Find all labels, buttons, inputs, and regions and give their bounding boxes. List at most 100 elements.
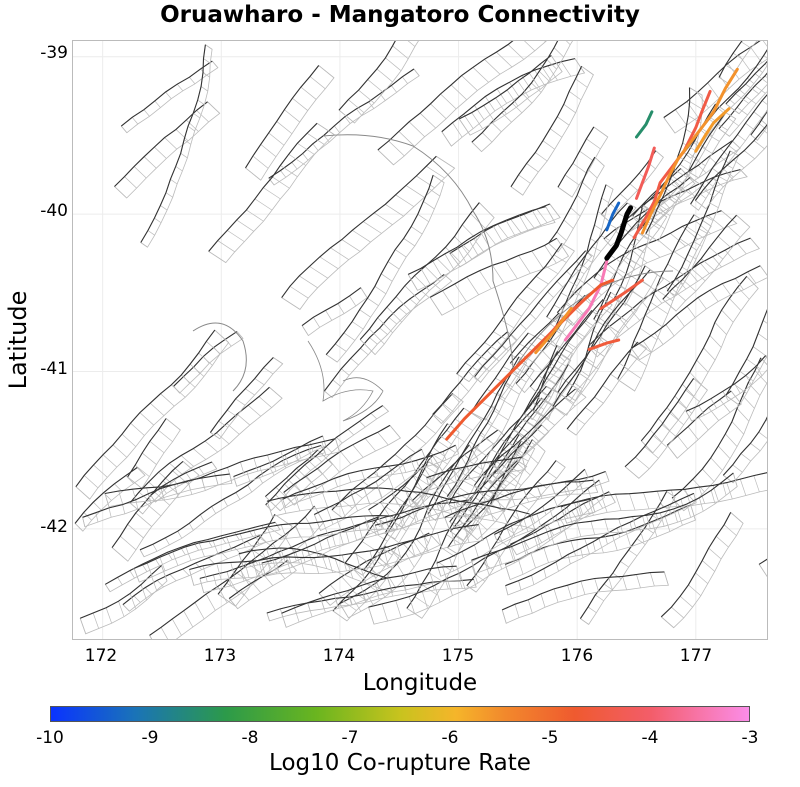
fault-patch-edge <box>617 268 631 277</box>
fault-trace <box>105 521 276 585</box>
fault-patch-edge <box>240 461 245 476</box>
fault-patch-edge <box>631 249 648 264</box>
fault-patch-edge <box>532 410 549 420</box>
fault-patch-edge <box>483 562 494 571</box>
fault-patch-edge <box>170 179 178 185</box>
fault-network <box>74 41 767 639</box>
fault-patch-edge <box>608 491 616 503</box>
fault-patch-edge <box>398 307 407 315</box>
fault-patch-edge <box>545 265 559 275</box>
fault-patch-edge <box>686 101 699 118</box>
fault-patch-edge <box>586 138 601 150</box>
fault-patch-edge <box>301 325 309 336</box>
fault-patch-edge <box>584 538 590 554</box>
fault-patch-edge <box>199 514 205 522</box>
fault-patch-edge <box>636 222 649 231</box>
fault-patch-edge <box>403 543 415 556</box>
fault-trace <box>640 276 748 442</box>
fault-patch <box>301 287 368 337</box>
fault-patch-edge <box>669 412 684 425</box>
fault-patch-edge <box>233 476 238 487</box>
fault-patch-edge <box>581 65 594 76</box>
fault-patch-edge <box>261 525 267 534</box>
fault-trace <box>266 487 530 515</box>
fault-patch-edge <box>377 487 384 504</box>
fault-patch-edge <box>679 595 693 608</box>
fault-patch-edge <box>722 168 734 178</box>
fault-patch-edge <box>474 485 486 494</box>
fault-patch-edge <box>553 254 567 263</box>
fault-trace <box>318 532 430 594</box>
fault-patch-edge <box>725 395 740 406</box>
fault-patch-edge <box>162 480 180 495</box>
fault-patch <box>501 571 669 624</box>
fault-patch-edge <box>636 538 646 545</box>
fault-patch-edge <box>574 58 585 74</box>
fault-patch-edge <box>329 584 342 597</box>
fault-patch-edge <box>608 577 613 591</box>
fault-patch-edge <box>385 516 390 532</box>
fault-patch-edge <box>758 564 767 577</box>
fault-patch-edge <box>348 596 353 606</box>
fault-patch-edge <box>461 472 477 483</box>
fault-patch-edge <box>493 410 509 421</box>
fault-patch-edge <box>194 602 205 620</box>
fault-patch-edge <box>731 140 741 149</box>
fault-trace <box>411 429 499 502</box>
fault-patch-edge <box>575 268 585 275</box>
y-tick-label: -42 <box>40 517 68 537</box>
fault-patch-edge <box>683 152 691 159</box>
fault-patch-edge <box>726 172 734 181</box>
fault-patch-edge <box>492 474 501 483</box>
fault-patch-edge <box>444 253 455 271</box>
fault-patch-edge <box>317 468 329 482</box>
fault-patch-edge <box>547 471 557 479</box>
fault-patch-edge <box>470 213 486 229</box>
fault-patch-edge <box>426 477 431 490</box>
fault-trace <box>510 491 610 545</box>
fault-patch-edge <box>570 290 579 296</box>
fault-patch-edge <box>459 572 466 591</box>
fault-patch-edge <box>240 589 250 601</box>
fault-patch-edge <box>453 497 459 508</box>
fault-patch-edge <box>502 478 517 487</box>
fault-patch-edge <box>484 230 496 245</box>
fault-patch-edge <box>667 290 676 297</box>
y-tick-label: -40 <box>40 201 68 221</box>
fault-patch-edge <box>432 282 442 291</box>
fault-patch-edge <box>688 171 699 179</box>
fault-patch-edge <box>413 541 423 556</box>
y-tick-label: -39 <box>40 43 68 63</box>
fault-patch-edge <box>169 462 183 475</box>
fault-patch-edge <box>505 585 509 596</box>
fault-trace <box>150 461 213 496</box>
fault-patch-edge <box>563 104 576 114</box>
fault-patch-edge <box>676 278 687 290</box>
fault-patch-edge <box>136 467 146 476</box>
fault-patch-edge <box>677 510 683 526</box>
fault-trace <box>600 150 657 215</box>
fault-patch-edge <box>708 407 719 421</box>
fault-patch-edge <box>556 543 563 559</box>
fault-patch-edge <box>318 593 331 606</box>
fault-patch-edge <box>456 566 462 581</box>
fault-patch-edge <box>355 552 361 569</box>
fault-patch-edge <box>544 416 555 426</box>
fault-patch-edge <box>628 549 638 557</box>
fault-patch-edge <box>236 413 251 426</box>
fault-patch-edge <box>344 563 363 576</box>
fault-trace <box>282 444 456 500</box>
fault-patch-edge <box>301 549 306 563</box>
fault-patch-edge <box>584 407 595 414</box>
fault-patch-edge <box>721 283 731 296</box>
fault-patch-edge <box>496 491 511 500</box>
fault-patch-edge <box>659 512 665 527</box>
fault-patch-edge <box>308 488 312 498</box>
fault-patch-edge <box>352 229 371 243</box>
fault-patch-edge <box>546 59 557 70</box>
fault-patch-edge <box>482 132 493 143</box>
fault-patch-edge <box>566 428 577 436</box>
map-plot-area[interactable] <box>72 40 768 640</box>
fault-patch-edge <box>171 384 186 398</box>
fault-map <box>73 41 767 639</box>
